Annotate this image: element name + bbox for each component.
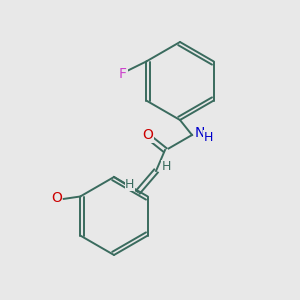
- Text: O: O: [51, 191, 62, 205]
- Text: H: H: [204, 131, 213, 144]
- Text: O: O: [142, 128, 153, 142]
- Text: H: H: [125, 178, 134, 191]
- Text: F: F: [118, 67, 126, 80]
- Text: N: N: [194, 126, 205, 140]
- Text: H: H: [162, 160, 171, 173]
